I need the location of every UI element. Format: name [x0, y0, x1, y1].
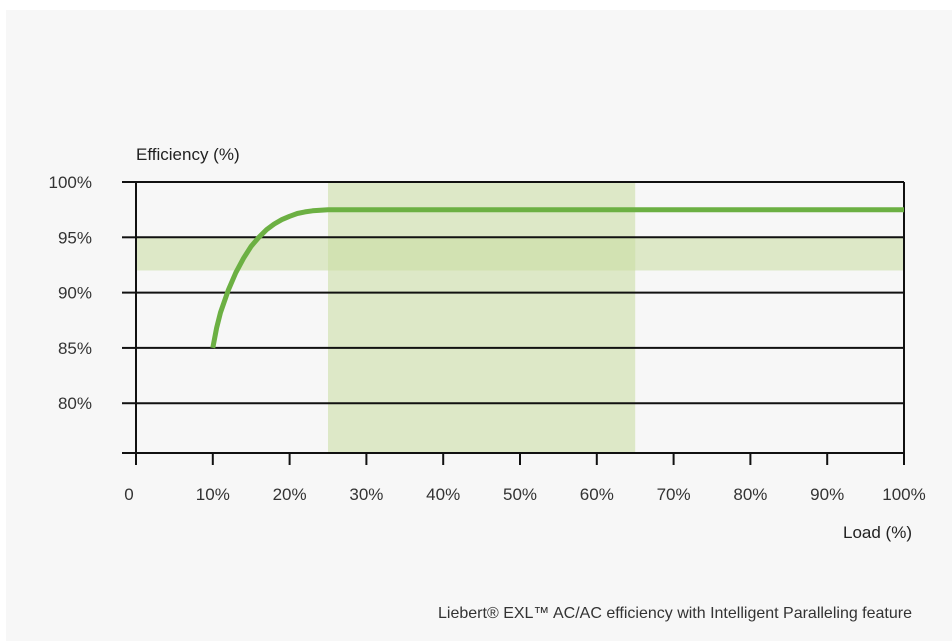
y-tick-label: 85%: [58, 339, 92, 358]
x-tick-label: 20%: [273, 485, 307, 504]
x-tick-label: 90%: [810, 485, 844, 504]
x-axis-title: Load (%): [843, 523, 912, 542]
x-tick-labels: 0 10% 20% 30% 40% 50% 60% 70% 80% 90% 100%: [124, 485, 925, 504]
x-tick-label: 30%: [349, 485, 383, 504]
chart-card: 100% 95% 90% 85% 80% 0 10% 20% 30% 40% 50% 60% 70% 8…: [6, 10, 952, 641]
x-tick-label: 50%: [503, 485, 537, 504]
highlight-band-x: [328, 182, 636, 453]
x-tick-label: 10%: [196, 485, 230, 504]
efficiency-chart: 100% 95% 90% 85% 80% 0 10% 20% 30% 40% 50% 60% 70% 8…: [49, 145, 926, 542]
chart-caption: Liebert® EXL™ AC/AC efficiency with Inte…: [438, 605, 912, 622]
x-tick-label: 40%: [426, 485, 460, 504]
efficiency-series-line: [210, 207, 904, 349]
y-axis-title: Efficiency (%): [136, 145, 240, 164]
y-tick-label: 90%: [58, 284, 92, 303]
x-tick-label: 70%: [657, 485, 691, 504]
x-tick-label: 60%: [580, 485, 614, 504]
series-group: [210, 207, 904, 349]
y-tick-labels: 100% 95% 90% 85% 80%: [49, 173, 92, 413]
highlight-band-y: [136, 237, 904, 271]
y-tick-label: 100%: [49, 173, 92, 192]
y-tick-label: 95%: [58, 228, 92, 247]
x-tick-label: 100%: [882, 485, 925, 504]
x-tick-label: 80%: [733, 485, 767, 504]
gridlines: [136, 181, 904, 405]
x-tick-label: 0: [124, 485, 133, 504]
highlight-bands: [136, 182, 904, 453]
y-tick-label: 80%: [58, 394, 92, 413]
axes: [122, 181, 905, 465]
